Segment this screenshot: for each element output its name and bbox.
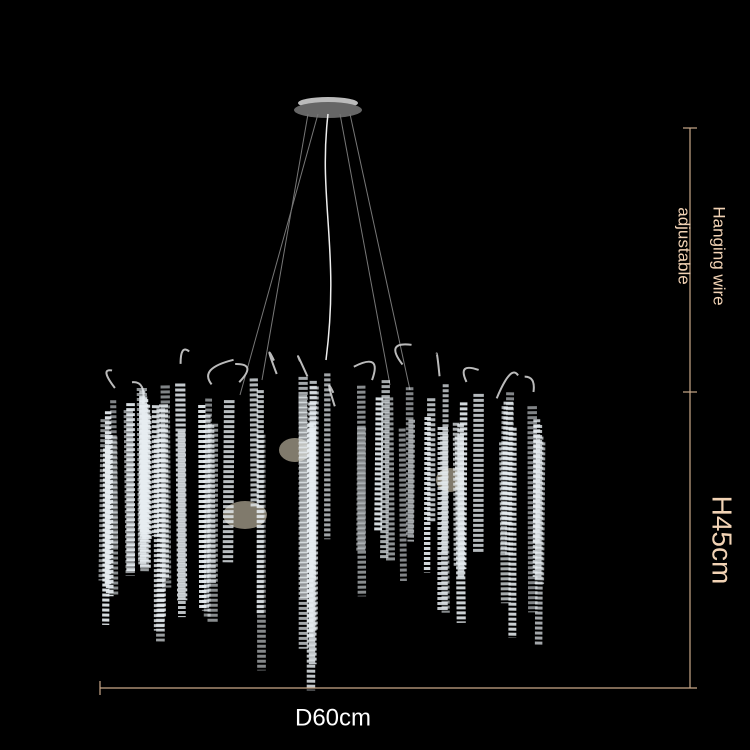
branch <box>328 384 336 407</box>
branch <box>297 355 309 377</box>
crystal-strand <box>159 404 169 580</box>
bulb-glow <box>223 501 267 529</box>
branch <box>179 348 190 364</box>
branch <box>207 358 234 385</box>
crystal-strand <box>374 397 384 531</box>
crystal-strand <box>123 410 135 576</box>
crystal-strand <box>356 427 367 551</box>
crystal-strand <box>527 406 538 613</box>
branch <box>524 375 535 393</box>
crystal-strand <box>534 442 546 585</box>
branch <box>235 362 249 383</box>
branch <box>435 352 441 377</box>
hanging-wire <box>261 113 309 381</box>
branch <box>353 360 376 381</box>
crystal-strand <box>140 413 151 573</box>
wire-label: adjustable <box>675 207 694 285</box>
wire-label: Hanging wire <box>710 206 729 305</box>
hanging-wire <box>339 113 391 386</box>
branch <box>105 369 116 389</box>
chandelier <box>98 97 546 691</box>
height-label: H45cm <box>707 496 738 585</box>
branch <box>462 366 479 383</box>
crystal-strand <box>398 428 407 582</box>
hanging-wire <box>239 113 319 396</box>
dimension-lines <box>99 127 697 695</box>
crystal-strand <box>201 414 211 611</box>
crystal-strand <box>440 435 450 613</box>
crystal-strand <box>441 384 449 555</box>
crystal-strand <box>102 448 111 625</box>
crystal-strand <box>175 383 188 601</box>
crystal-strand <box>458 402 468 570</box>
crystal-strand <box>198 404 207 609</box>
crystal-strand <box>222 400 235 563</box>
branch <box>495 371 519 399</box>
crystal-strand <box>249 378 259 507</box>
power-cord <box>324 113 332 361</box>
crystal-strand <box>407 419 416 542</box>
crystal-strand <box>500 406 508 553</box>
diameter-label: D60cm <box>295 704 371 731</box>
canopy-base <box>294 102 362 118</box>
branch <box>394 343 412 366</box>
branch <box>268 351 278 375</box>
crystal-strand <box>357 385 367 597</box>
crystal-strand <box>384 397 396 561</box>
crystal-strand <box>452 422 461 568</box>
crystal-strand <box>110 400 119 548</box>
